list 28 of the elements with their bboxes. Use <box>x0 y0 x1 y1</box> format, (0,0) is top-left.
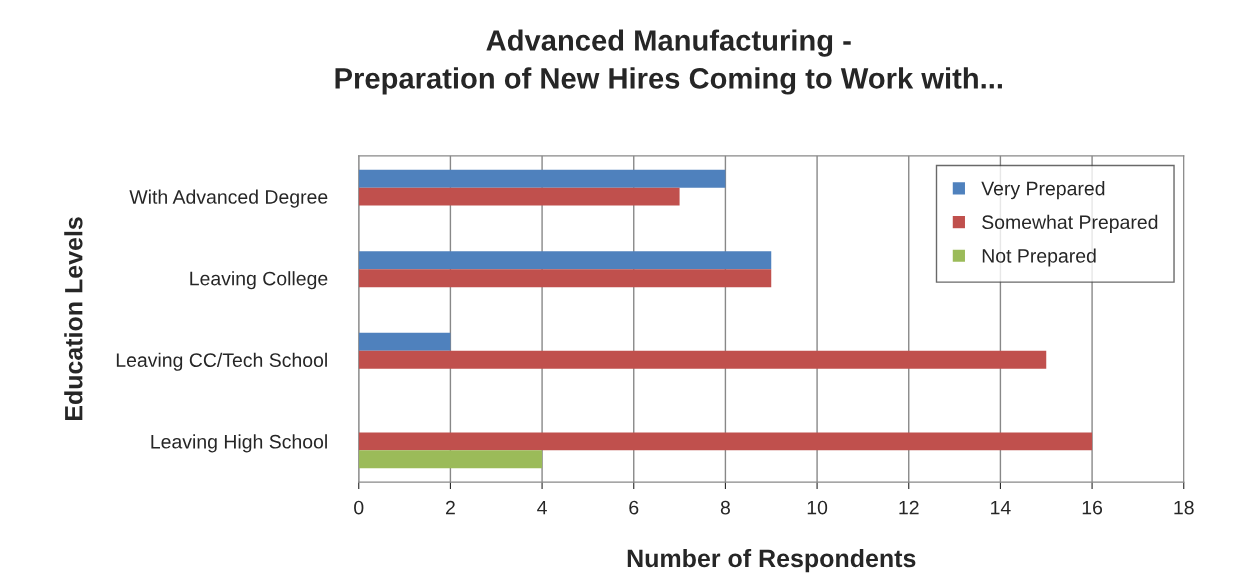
chart-title: Advanced Manufacturing - Preparation of New Hires Coming to Work with... <box>335 29 1002 95</box>
x-tick-label: 4 <box>537 500 547 515</box>
bar <box>358 350 1047 369</box>
legend-label: Very Prepared <box>981 181 1105 200</box>
bar <box>358 187 680 206</box>
x-tick-label: 12 <box>899 500 919 515</box>
x-tick-label: 2 <box>445 500 455 515</box>
bar <box>358 450 543 469</box>
x-tick-label: 16 <box>1082 500 1103 515</box>
y-tick-label: Leaving CC/Tech School <box>116 352 327 371</box>
legend-label: Not Prepared <box>982 248 1096 267</box>
x-tick-label: 6 <box>629 500 639 515</box>
x-tick-label: 10 <box>807 500 828 515</box>
x-tick-label: 8 <box>720 500 730 515</box>
y-tick-label: Leaving College <box>190 271 328 290</box>
y-tick-label: With Advanced Degree <box>129 189 328 208</box>
x-tick-label: 18 <box>1174 500 1194 515</box>
legend-label: Somewhat Prepared <box>982 214 1158 233</box>
bar <box>358 269 772 288</box>
x-tick-label: 0 <box>354 500 364 515</box>
bar <box>358 332 451 351</box>
y-axis-title: Education Levels <box>64 217 83 421</box>
bar <box>358 432 1093 451</box>
y-tick-label: Leaving High School <box>151 434 327 453</box>
bar <box>358 169 726 188</box>
x-tick-label: 14 <box>991 500 1011 515</box>
x-axis-title: Number of Respondents <box>627 548 916 573</box>
bar <box>358 251 772 270</box>
